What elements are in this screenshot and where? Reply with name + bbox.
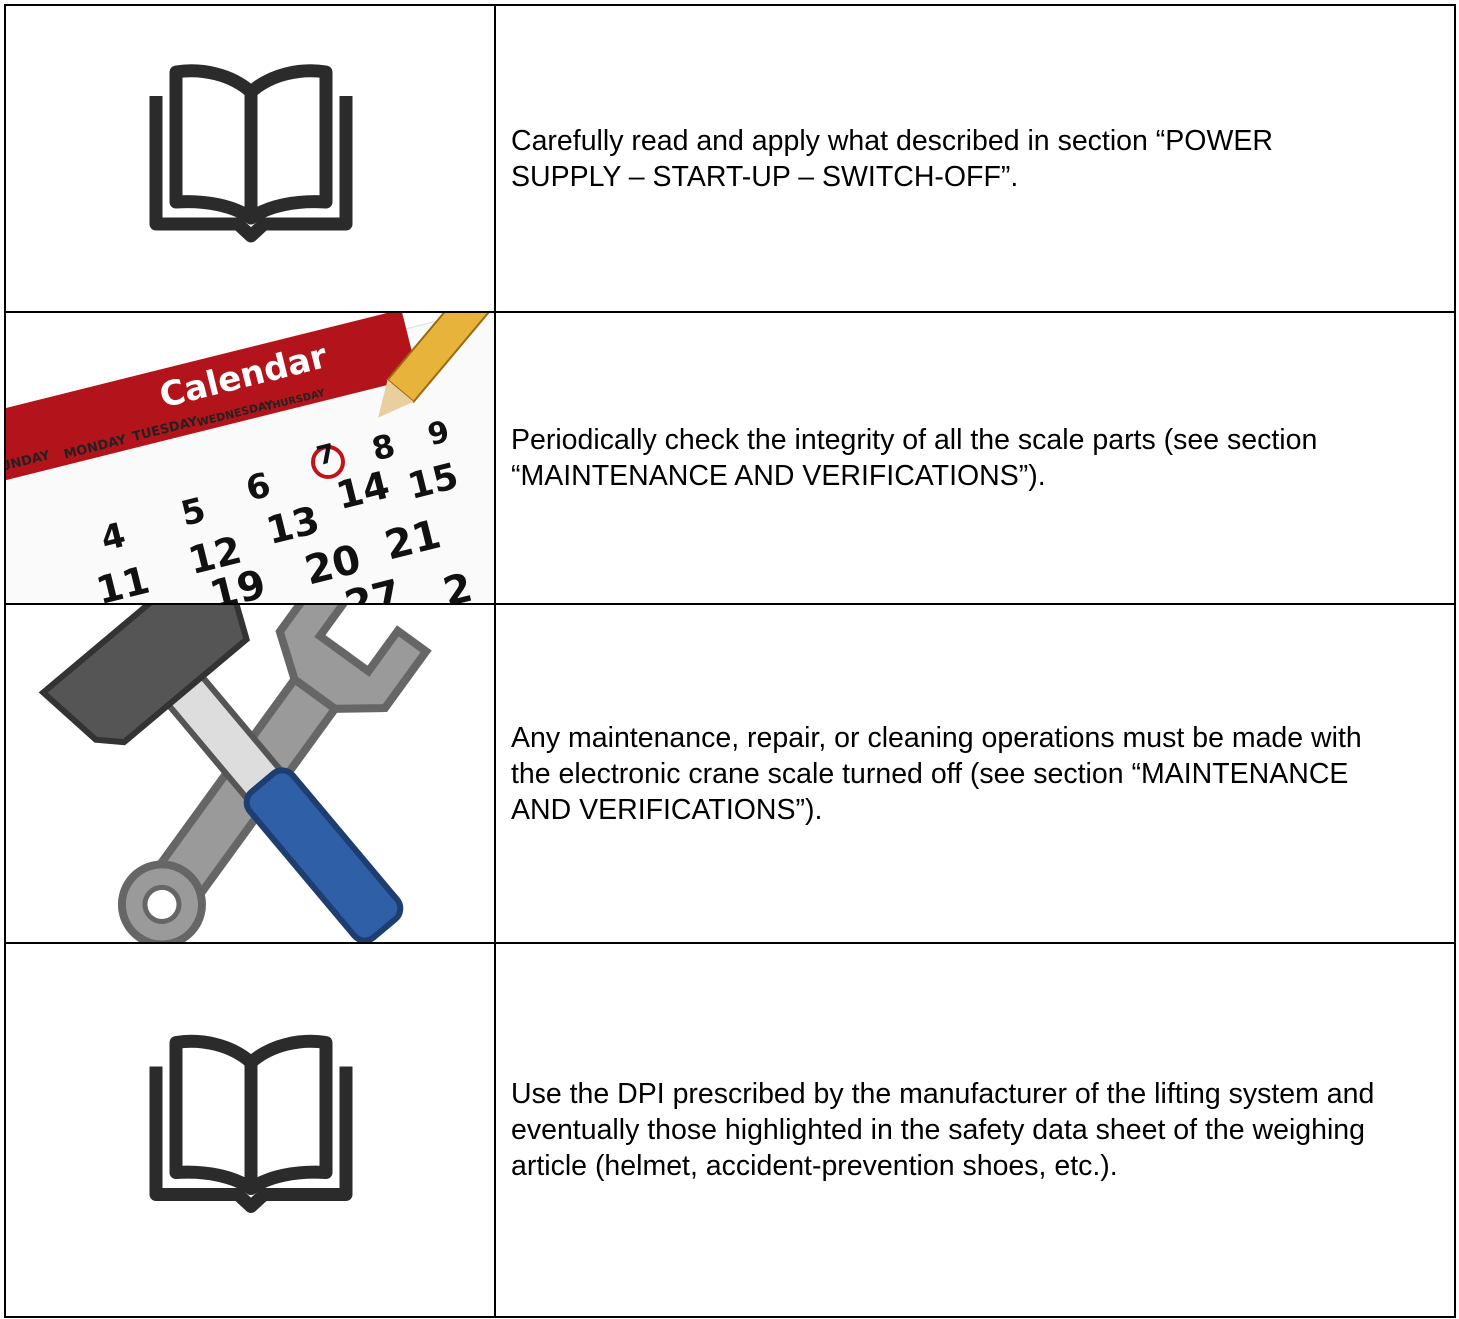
table-row: Calendar UNDAY MONDAY TUESDAY WEDNESDAY THURS… xyxy=(6,313,1454,605)
table-row: Use the DPI prescribed by the manufactur… xyxy=(6,944,1454,1316)
icon xyxy=(149,1034,353,1213)
instruction-text: Any maintenance, repair, or cleaning ope… xyxy=(511,605,1444,942)
text-line: eventually those highlighted in the safe… xyxy=(511,1114,1366,1146)
icon-cell xyxy=(6,944,496,1316)
icon xyxy=(149,64,353,243)
text-line: the electronic crane scale turned off (s… xyxy=(511,757,1349,790)
text-line: AND VERIFICATIONS”). xyxy=(511,793,823,826)
table-row: Any maintenance, repair, or cleaning ope… xyxy=(6,605,1454,944)
table-row: Carefully read and apply what described … xyxy=(6,6,1454,313)
instruction-text: Periodically check the integrity of all … xyxy=(511,313,1444,603)
text-line: Use the DPI prescribed by the manufactur… xyxy=(511,1078,1375,1110)
text-line: Carefully read and apply what described … xyxy=(511,124,1273,157)
icon-cell xyxy=(6,6,496,311)
icon-cell: Calendar UNDAY MONDAY TUESDAY WEDNESDAY THURS… xyxy=(6,313,496,603)
text-line: SUPPLY – START-UP – SWITCH-OFF”. xyxy=(511,160,1019,193)
text-line: “MAINTENANCE AND VERIFICATIONS”). xyxy=(511,460,1046,492)
text-line: Any maintenance, repair, or cleaning ope… xyxy=(511,721,1362,754)
instruction-text: Carefully read and apply what described … xyxy=(511,6,1444,311)
safety-table: Carefully read and apply what described … xyxy=(4,4,1456,1318)
instruction-text: Use the DPI prescribed by the manufactur… xyxy=(511,944,1444,1316)
text-line: article (helmet, accident-prevention sho… xyxy=(511,1150,1118,1182)
icon xyxy=(38,605,432,942)
text-line: Periodically check the integrity of all … xyxy=(511,424,1318,456)
icon-cell xyxy=(6,605,496,942)
